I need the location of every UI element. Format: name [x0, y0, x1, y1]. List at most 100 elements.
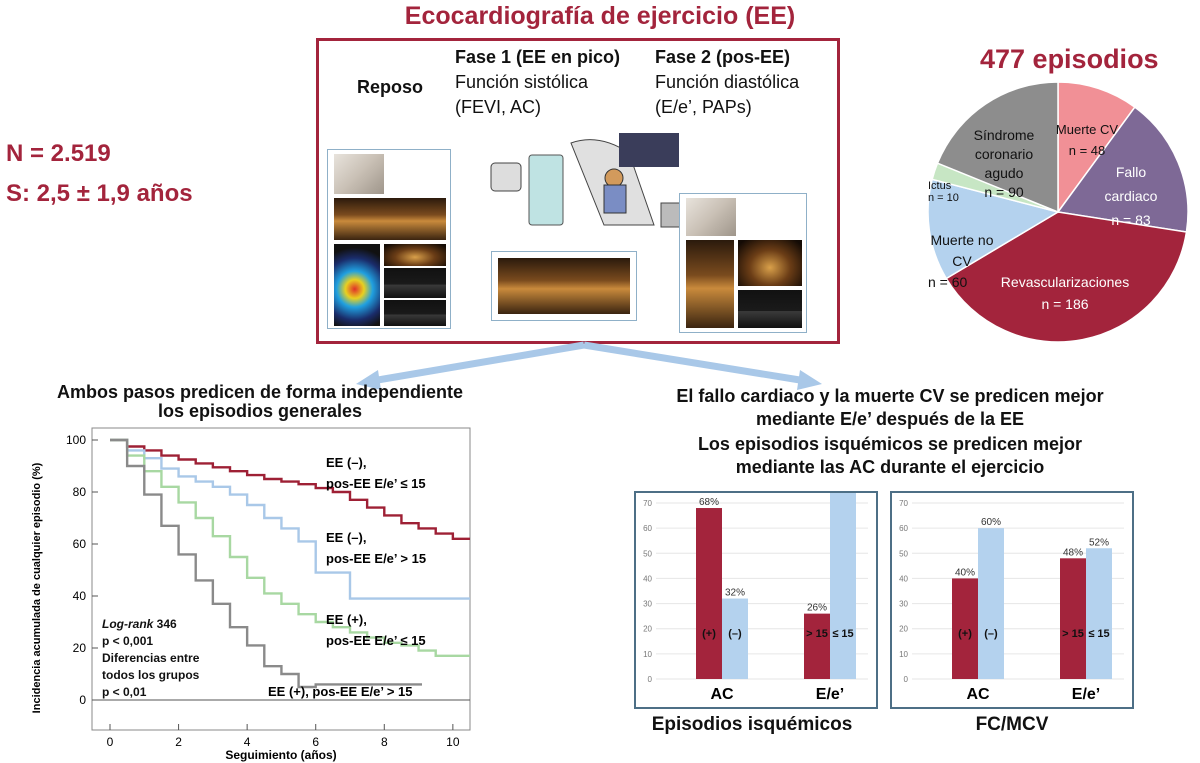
y-tick-label: 100 [66, 433, 86, 447]
bar-inner-label: > 15 [1062, 628, 1084, 640]
pie-label-n: n = 10 [928, 192, 959, 204]
caption-ischemic: Episodios isquémicos [651, 714, 853, 735]
bar-inner-label: ≤ 15 [1088, 628, 1109, 640]
bar-value-label: 48% [1063, 547, 1083, 558]
p-value-2: p < 0,01 [102, 685, 147, 699]
y-tick-label: 10 [643, 650, 652, 659]
phase2-title: Fase 2 (pos-EE) [655, 47, 791, 67]
diff-line2: todos los grupos [102, 668, 200, 682]
right-heading: El fallo cardiaco y la muerte CV se pred… [610, 385, 1170, 479]
pie-title: 477 episodios [980, 44, 1159, 74]
follow-up-duration: S: 2,5 ± 1,9 años [6, 180, 193, 207]
bar-AC-negative [978, 528, 1004, 679]
pie-label-text: Revascularizaciones [1000, 274, 1130, 290]
y-tick-label: 20 [899, 625, 908, 634]
pie-label-n: n = 48 [1068, 143, 1106, 158]
doppler-trace-image [384, 268, 446, 298]
bar-inner-label: (–) [984, 628, 998, 640]
post-patient-photo [686, 198, 736, 236]
y-tick-label: 60 [643, 524, 652, 533]
bar-value-label: 40% [955, 567, 975, 578]
y-tick-label: 0 [79, 693, 86, 707]
page-title: Ecocardiografía de ejercicio (EE) [404, 2, 796, 30]
y-tick-label: 70 [643, 499, 652, 508]
patient-body [603, 184, 627, 214]
echo-image [334, 198, 446, 240]
peak-echo-image [498, 258, 630, 314]
y-axis-title: Incidencia acumulada de cualquier episod… [31, 462, 43, 713]
bar-chart-hf: 0 10 20 30 40 50 60 70 40% (+) 60% (–) AC 48% > 15 52% ≤… [899, 499, 1124, 703]
bar-inner-label: (+) [958, 628, 972, 640]
pie-label-n: n = 60 [928, 274, 968, 290]
bar-inner-label: (+) [702, 628, 716, 640]
y-tick-label: 20 [73, 641, 87, 655]
right-heading-line4: mediante las AC durante el ejercicio [735, 457, 1045, 477]
monitor-device [490, 162, 522, 192]
pie-label-text: Síndrome coronario agudo [973, 127, 1035, 181]
pie-slice-1 [1056, 106, 1189, 233]
category-label: E/e’ [816, 686, 844, 703]
plot-frame [91, 427, 471, 731]
category-label: E/e’ [1072, 686, 1100, 703]
phase2-line1: Función diastólica [655, 72, 800, 92]
stress-test-illustration [490, 133, 682, 228]
curve-label-1-line1: EE (–), [326, 530, 366, 545]
bar-AC-negative [722, 598, 748, 679]
km-curve-0 [110, 438, 470, 540]
y-tick-label: 50 [643, 549, 652, 558]
bar-AC-positive [696, 508, 722, 679]
y-tick-label: 40 [73, 589, 87, 603]
rest-image-panel [327, 149, 451, 329]
x-tick-label: 2 [175, 735, 182, 749]
bar-inner-label: > 15 [806, 628, 828, 640]
p-value-1: p < 0,001 [102, 634, 154, 648]
post-echo-image [738, 240, 802, 286]
phase2-block: Fase 2 (pos-EE) Función diastólica (E/e’… [655, 47, 799, 120]
x-tick-label: 0 [107, 735, 114, 749]
y-tick-label: 70 [899, 499, 908, 508]
y-tick-label: 0 [904, 675, 909, 684]
phase1-line1: Función sistólica [455, 72, 589, 92]
caption-hf: FC/MCV [975, 714, 1049, 735]
pie-label-text: Muerte no CV [930, 232, 994, 269]
phase2-line2: (E/e’, PAPs) [655, 97, 752, 117]
km-curve-1 [110, 438, 470, 600]
y-tick-label: 80 [73, 485, 87, 499]
pie-slice-5 [936, 81, 1059, 214]
curve-label-1-line2: pos-EE E/e’ > 15 [326, 551, 426, 566]
bar-inner-label: (–) [728, 628, 742, 640]
right-heading-line3: Los episodios isquémicos se predicen mej… [697, 434, 1083, 454]
y-tick-label: 10 [899, 650, 908, 659]
pie-label-revascularizaciones: Revascularizaciones n = 186 [980, 271, 1150, 315]
pie-label-n: n = 186 [1041, 296, 1089, 312]
bar-value-label: 32% [725, 588, 745, 599]
color-doppler-image [334, 244, 380, 326]
bar-value-label: 68% [699, 497, 719, 508]
bar-E/e’-negative [1086, 548, 1112, 679]
left-heading-line1: Ambos pasos predicen de forma independie… [56, 382, 464, 402]
doppler-trace-image-2 [384, 300, 446, 326]
category-label: AC [966, 686, 990, 703]
curve-label-0-line1: EE (–), [326, 455, 366, 470]
y-tick-label: 50 [899, 549, 908, 558]
phase1-block: Fase 1 (EE en pico) Función sistólica (F… [455, 47, 620, 120]
curve-label-3-line1: EE (+), pos-EE E/e’ > 15 [268, 684, 413, 699]
x-axis-title: Seguimiento (años) [225, 748, 336, 762]
rest-label: Reposo [357, 77, 424, 97]
left-heading: Ambos pasos predicen de forma independie… [0, 383, 520, 421]
y-tick-label: 60 [73, 537, 87, 551]
y-tick-label: 40 [899, 574, 908, 583]
left-heading-line2: los episodios generales [157, 401, 363, 421]
bar-chart-hf-box: 0 10 20 30 40 50 60 70 40% (+) 60% (–) AC 48% > 15 52% ≤… [890, 491, 1134, 709]
arrow-right-head [797, 370, 822, 390]
curve-label-2-line2: pos-EE E/e’ ≤ 15 [326, 633, 426, 648]
km-curve-3 [110, 438, 422, 689]
treadmill-cabinet [528, 154, 564, 226]
right-heading-line1: El fallo cardiaco y la muerte CV se pred… [676, 386, 1104, 406]
category-label: AC [710, 686, 734, 703]
pie-label-text: Muerte CV [1055, 122, 1119, 137]
pie-label-text: Ictus [928, 180, 952, 192]
